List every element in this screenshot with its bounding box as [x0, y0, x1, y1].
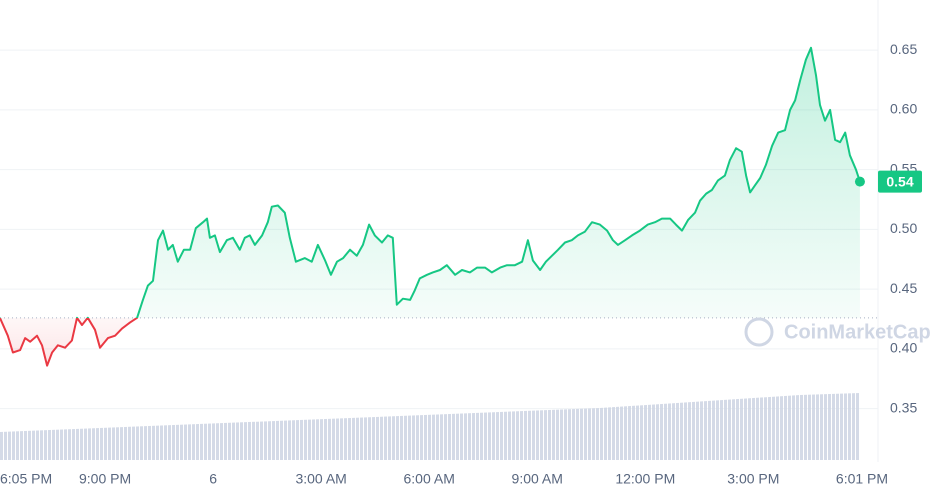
x-tick-label: 6:01 PM — [836, 471, 888, 487]
x-tick-label: 6:00 AM — [404, 471, 455, 487]
price-area — [0, 47, 860, 366]
watermark: CoinMarketCap — [744, 317, 930, 347]
price-badge — [878, 170, 922, 193]
price-line — [0, 46, 861, 367]
x-tick-label: 3:00 PM — [727, 471, 779, 487]
x-tick-label: 9:00 PM — [79, 471, 131, 487]
y-tick-label: 0.65 — [890, 41, 917, 57]
watermark-text: CoinMarketCap — [784, 321, 930, 343]
x-tick-label: 6:05 PM — [0, 471, 52, 487]
y-tick-label: 0.60 — [890, 101, 917, 117]
y-tick-label: 0.40 — [890, 340, 917, 356]
y-tick-label: 0.50 — [890, 220, 917, 236]
x-tick-label: 3:00 AM — [295, 471, 346, 487]
x-tick-label: 6 — [209, 471, 217, 487]
volume-area — [0, 393, 860, 460]
price-badge-label: 0.54 — [886, 173, 913, 189]
y-tick-label: 0.45 — [890, 280, 917, 296]
y-tick-label: 0.35 — [890, 399, 917, 415]
x-tick-label: 12:00 PM — [615, 471, 675, 487]
last-point — [854, 176, 865, 187]
x-tick-label: 9:00 AM — [512, 471, 563, 487]
